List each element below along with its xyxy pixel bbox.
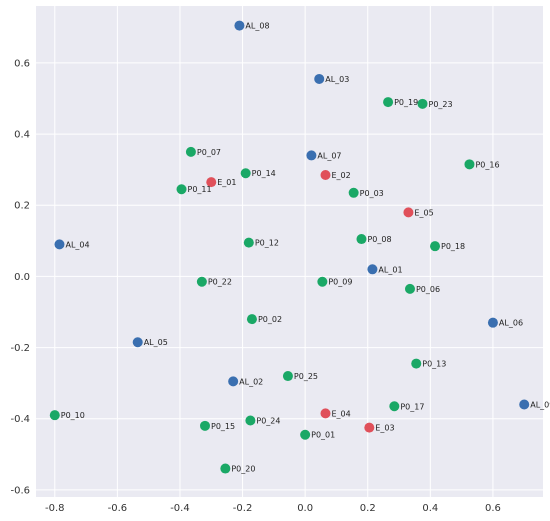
x-tick-label: 0.6 bbox=[485, 503, 501, 514]
y-tick-label: 0.4 bbox=[14, 130, 30, 141]
point-label: E_02 bbox=[331, 171, 350, 180]
point-label: P0_19 bbox=[394, 98, 418, 107]
data-point-p0-16 bbox=[464, 159, 475, 170]
data-point-p0-08 bbox=[356, 234, 367, 245]
data-point-p0-25 bbox=[282, 371, 293, 382]
point-label: P0_13 bbox=[422, 360, 446, 369]
data-point-p0-23 bbox=[417, 98, 428, 109]
point-label: P0_14 bbox=[252, 169, 276, 178]
point-label: P0_25 bbox=[294, 372, 318, 381]
point-label: P0_16 bbox=[475, 160, 499, 169]
point-label: AL_06 bbox=[499, 319, 523, 328]
point-label: AL_09 bbox=[530, 400, 550, 409]
point-label: P0_23 bbox=[429, 100, 453, 109]
point-label: P0_11 bbox=[188, 185, 212, 194]
y-tick-label: 0.2 bbox=[14, 201, 30, 212]
point-label: P0_06 bbox=[416, 285, 440, 294]
grid-lines bbox=[36, 6, 543, 497]
x-tick-label: 0.0 bbox=[297, 503, 313, 514]
point-label: AL_03 bbox=[325, 75, 349, 84]
data-point-p0-01 bbox=[300, 429, 311, 440]
data-point-al-04 bbox=[54, 239, 65, 250]
point-label: P0_17 bbox=[400, 402, 424, 411]
data-point-al-07 bbox=[306, 150, 317, 161]
data-point-al-05 bbox=[132, 337, 143, 348]
x-tick-label: 0.4 bbox=[422, 503, 438, 514]
point-label: P0_20 bbox=[231, 465, 255, 474]
data-point-p0-18 bbox=[430, 241, 441, 252]
data-point-p0-12 bbox=[243, 237, 254, 248]
point-label: AL_07 bbox=[317, 151, 341, 160]
point-label: AL_04 bbox=[65, 240, 89, 249]
data-point-e-04 bbox=[320, 408, 331, 419]
data-point-p0-02 bbox=[246, 314, 257, 325]
x-tick-labels: -0.8 -0.6 -0.4 -0.2 0.0 0.2 0.4 0.6 bbox=[45, 503, 501, 514]
point-label: P0_24 bbox=[256, 417, 280, 426]
data-point-p0-06 bbox=[404, 283, 415, 294]
data-point-al-09 bbox=[519, 399, 530, 410]
point-label: E_04 bbox=[331, 409, 350, 418]
data-point-e-03 bbox=[364, 422, 375, 433]
point-label: AL_05 bbox=[144, 338, 168, 347]
data-point-p0-17 bbox=[389, 401, 400, 412]
data-point-al-02 bbox=[228, 376, 239, 387]
x-tick-label: -0.4 bbox=[170, 503, 190, 514]
point-label: P0_22 bbox=[208, 278, 232, 287]
point-labels: AL_08 AL_03 AL_07 AL_04 AL_01 AL_06 AL_05 AL_02… bbox=[61, 22, 550, 474]
y-tick-label: -0.6 bbox=[10, 485, 30, 496]
point-label: P0_12 bbox=[255, 239, 279, 248]
y-tick-label: 0.6 bbox=[14, 58, 30, 69]
y-tick-label: -0.2 bbox=[10, 343, 30, 354]
point-label: E_03 bbox=[375, 424, 394, 433]
point-label: P0_10 bbox=[61, 411, 85, 420]
x-tick-label: 0.2 bbox=[360, 503, 376, 514]
data-point-p0-15 bbox=[200, 420, 210, 431]
x-tick-label: -0.8 bbox=[45, 503, 65, 514]
x-tick-label: -0.2 bbox=[233, 503, 253, 514]
y-tick-labels: -0.6 -0.4 -0.2 0.0 0.2 0.4 0.6 bbox=[10, 58, 30, 496]
point-label: P0_15 bbox=[211, 422, 235, 431]
data-point-al-06 bbox=[487, 317, 498, 328]
data-point-e-01 bbox=[206, 177, 217, 188]
point-label: AL_08 bbox=[245, 22, 269, 31]
data-point-p0-10 bbox=[49, 410, 60, 421]
point-label: P0_08 bbox=[367, 235, 391, 244]
data-point-p0-11 bbox=[176, 184, 187, 195]
point-label: E_01 bbox=[217, 178, 236, 187]
x-tick-label: -0.6 bbox=[108, 503, 128, 514]
data-point-p0-14 bbox=[240, 168, 251, 179]
data-point-al-08 bbox=[234, 20, 245, 31]
point-label: P0_07 bbox=[197, 148, 221, 157]
data-point-p0-20 bbox=[220, 463, 231, 474]
data-point-p0-09 bbox=[317, 276, 328, 287]
y-tick-label: 0.0 bbox=[14, 272, 30, 283]
data-point-p0-13 bbox=[411, 358, 422, 369]
data-point-e-02 bbox=[320, 170, 331, 181]
data-point-al-03 bbox=[314, 73, 325, 84]
point-label: E_05 bbox=[414, 208, 433, 217]
data-point-e-05 bbox=[403, 207, 414, 218]
data-point-p0-24 bbox=[245, 415, 256, 426]
data-point-p0-03 bbox=[348, 187, 359, 198]
point-label: P0_03 bbox=[360, 189, 384, 198]
point-label: AL_01 bbox=[378, 265, 402, 274]
data-point-al-01 bbox=[367, 264, 378, 275]
data-point-p0-22 bbox=[196, 276, 207, 287]
data-point-p0-19 bbox=[383, 97, 394, 108]
plot-background bbox=[36, 6, 543, 497]
point-label: P0_09 bbox=[328, 278, 352, 287]
point-label: P0_18 bbox=[441, 242, 465, 251]
data-points bbox=[49, 20, 530, 474]
y-tick-label: -0.4 bbox=[10, 414, 30, 425]
point-label: P0_02 bbox=[258, 315, 282, 324]
point-label: AL_02 bbox=[239, 377, 263, 386]
point-label: P0_01 bbox=[311, 431, 335, 440]
data-point-p0-07 bbox=[185, 146, 196, 157]
